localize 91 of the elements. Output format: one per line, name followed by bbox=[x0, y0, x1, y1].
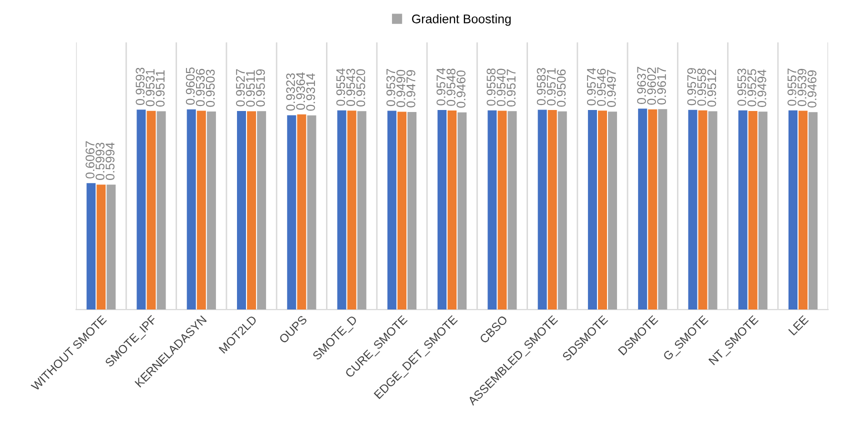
bar bbox=[206, 111, 216, 310]
bar bbox=[608, 112, 618, 310]
bar bbox=[638, 108, 648, 310]
data-label: 0.9574 bbox=[436, 68, 446, 106]
bar bbox=[508, 111, 517, 310]
bar bbox=[186, 109, 196, 310]
bar bbox=[146, 110, 156, 310]
data-label: 0.9506 bbox=[556, 70, 566, 107]
bar bbox=[247, 111, 256, 310]
bar bbox=[337, 110, 346, 310]
bar bbox=[307, 115, 316, 310]
bar bbox=[156, 111, 166, 310]
data-label: 0.9637 bbox=[637, 66, 646, 104]
data-label: 0.9460 bbox=[456, 70, 466, 108]
bar bbox=[588, 110, 597, 310]
data-label: 0.9364 bbox=[296, 72, 306, 110]
bar bbox=[236, 110, 246, 310]
data-label: 0.9503 bbox=[206, 70, 215, 107]
bar bbox=[458, 112, 467, 310]
data-label: 0.5994 bbox=[106, 142, 114, 180]
data-label: 0.9519 bbox=[256, 69, 265, 106]
data-label: 0.9602 bbox=[647, 68, 656, 105]
bar bbox=[748, 111, 758, 310]
data-label: 0.9497 bbox=[607, 70, 616, 107]
data-label: 0.9525 bbox=[747, 69, 756, 106]
data-label: 0.9314 bbox=[306, 73, 316, 111]
bar bbox=[86, 183, 96, 310]
bar bbox=[788, 110, 798, 310]
bar bbox=[257, 111, 266, 310]
data-label: 0.5993 bbox=[96, 142, 104, 180]
bar bbox=[136, 110, 146, 310]
data-label: 0.6067 bbox=[86, 141, 94, 178]
bar bbox=[438, 110, 447, 310]
data-label: 0.9517 bbox=[506, 69, 516, 107]
bar bbox=[287, 115, 296, 310]
data-label: 0.9583 bbox=[536, 68, 546, 106]
data-label: 0.9553 bbox=[737, 68, 746, 106]
data-label: 0.9546 bbox=[596, 68, 606, 106]
data-label: 0.9574 bbox=[586, 68, 596, 106]
bar bbox=[96, 184, 106, 310]
data-label: 0.9557 bbox=[788, 68, 796, 106]
data-label: 0.9579 bbox=[687, 68, 696, 106]
data-label: 0.9593 bbox=[136, 68, 145, 105]
bar bbox=[658, 109, 668, 310]
bar bbox=[698, 110, 708, 310]
data-label: 0.9479 bbox=[406, 70, 416, 108]
bar bbox=[558, 111, 567, 310]
data-label: 0.9512 bbox=[707, 70, 716, 107]
bar bbox=[738, 110, 748, 310]
bar bbox=[106, 184, 116, 310]
bar bbox=[498, 110, 507, 310]
data-label: 0.9543 bbox=[346, 68, 356, 106]
bar bbox=[548, 110, 557, 310]
bar bbox=[387, 110, 396, 310]
data-label: 0.9540 bbox=[496, 68, 506, 106]
bar bbox=[488, 110, 497, 310]
data-label: 0.9554 bbox=[336, 68, 346, 106]
data-label: 0.9539 bbox=[798, 68, 806, 106]
legend-label: Gradient Boosting bbox=[412, 14, 511, 26]
bar bbox=[648, 109, 658, 310]
bar bbox=[196, 110, 206, 310]
data-label: 0.9548 bbox=[446, 68, 456, 106]
data-label: 0.9605 bbox=[186, 67, 195, 105]
data-label: 0.9537 bbox=[386, 68, 396, 106]
bar bbox=[688, 110, 698, 310]
data-label: 0.9511 bbox=[156, 70, 165, 107]
data-label: 0.9494 bbox=[757, 70, 766, 108]
data-label: 0.9490 bbox=[396, 70, 406, 108]
data-label: 0.9558 bbox=[486, 68, 496, 106]
data-label: 0.9511 bbox=[246, 70, 255, 107]
bar bbox=[397, 112, 406, 310]
data-label: 0.9527 bbox=[236, 69, 245, 106]
bar bbox=[758, 112, 768, 310]
bar bbox=[448, 110, 457, 310]
bar bbox=[297, 114, 306, 310]
bar bbox=[798, 110, 808, 310]
bar bbox=[808, 112, 818, 310]
data-label: 0.9520 bbox=[356, 69, 366, 106]
data-label: 0.9531 bbox=[146, 69, 155, 106]
bar bbox=[357, 111, 366, 310]
data-label: 0.9571 bbox=[546, 68, 556, 106]
data-label: 0.9558 bbox=[697, 68, 706, 106]
bar bbox=[407, 112, 416, 310]
data-label: 0.9323 bbox=[286, 73, 295, 111]
bar bbox=[598, 110, 607, 310]
data-label: 0.9536 bbox=[196, 68, 205, 106]
bar bbox=[347, 110, 356, 310]
bar bbox=[538, 110, 547, 310]
data-label: 0.9469 bbox=[808, 70, 816, 108]
data-label: 0.9617 bbox=[657, 67, 666, 104]
bar bbox=[708, 111, 718, 310]
